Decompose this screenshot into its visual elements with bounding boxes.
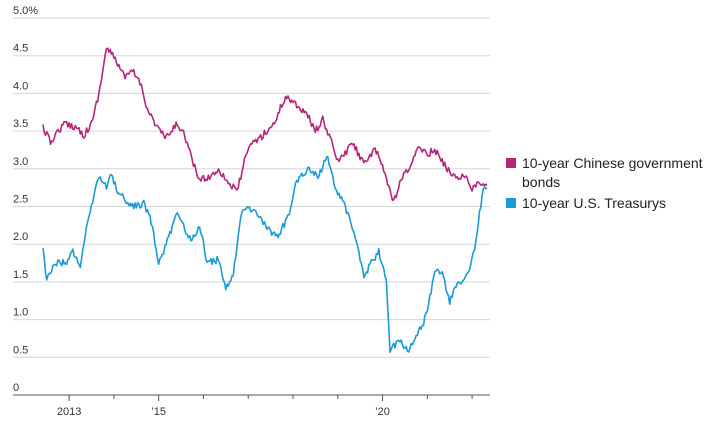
legend-label: 10-year U.S. Treasurys [522,195,666,211]
y-axis-labels: 0 0.5 1.0 1.5 2.0 2.5 3.0 3.5 4.0 4.5 5.0% [13,5,38,394]
y-tick-label: 1.5 [13,269,28,281]
y-tick-label: 5.0% [13,5,38,17]
x-tick-label: ’15 [151,406,166,418]
y-tick-label: 0 [13,382,19,394]
y-tick-label: 1.0 [13,307,28,319]
y-tick-label: 4.5 [13,43,28,55]
y-tick-label: 3.5 [13,118,28,130]
gridlines [13,17,490,358]
series-lines [42,47,488,353]
x-axis: 2013 ’15 ’20 [13,394,490,418]
y-tick-label: 3.0 [13,156,28,168]
x-tick-label: ’20 [375,406,390,418]
china-bond-yield-line [42,47,488,202]
y-tick-label: 0.5 [13,344,28,356]
legend: 10-year Chinese government bonds 10-year U… [506,155,703,211]
legend-label: 10-year Chinese government [522,155,703,171]
y-tick-label: 2.5 [13,194,28,206]
legend-swatch [506,158,516,168]
y-tick-label: 4.0 [13,80,28,92]
legend-label: bonds [522,174,560,190]
us-treasury-yield-line [42,155,488,353]
y-tick-label: 2.0 [13,231,28,243]
x-tick-label: 2013 [57,406,81,418]
legend-swatch [506,198,516,208]
